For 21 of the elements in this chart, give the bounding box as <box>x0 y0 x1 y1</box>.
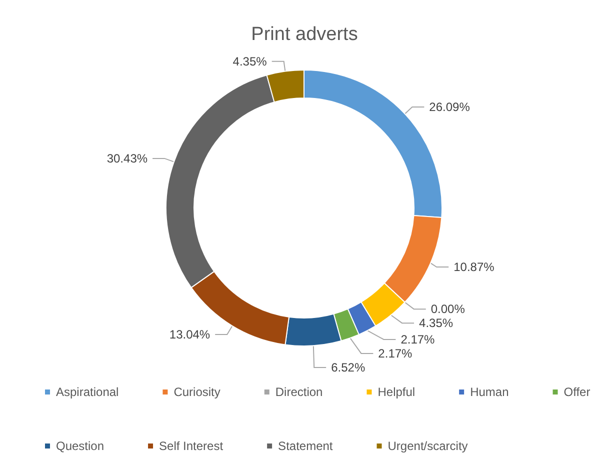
data-label: 2.17% <box>378 346 413 360</box>
legend-label: Direction <box>275 385 323 399</box>
legend-label: Question <box>56 439 104 453</box>
data-label: 2.17% <box>400 332 436 346</box>
legend-label: Urgent/scarcity <box>388 439 468 453</box>
legend-label: Curiosity <box>174 385 220 399</box>
data-label: 13.04% <box>169 327 210 342</box>
data-label: 30.43% <box>106 151 148 166</box>
data-label: 6.52% <box>331 360 366 374</box>
data-label: 26.09% <box>429 100 470 114</box>
legend-label: Helpful <box>378 385 416 399</box>
chart-title: Print adverts <box>251 24 358 45</box>
text: 0.00% <box>430 302 465 316</box>
legend-label: Self Interest <box>159 439 224 453</box>
legend-label: Statement <box>278 439 334 453</box>
legend-label: Human <box>470 385 509 399</box>
data-label: 4.35% <box>232 54 268 68</box>
legend-label: Offer <box>564 385 590 399</box>
data-label: 4.35% <box>419 316 454 330</box>
data-label: 10.87% <box>454 260 495 274</box>
legend-label: Aspirational <box>56 385 119 399</box>
